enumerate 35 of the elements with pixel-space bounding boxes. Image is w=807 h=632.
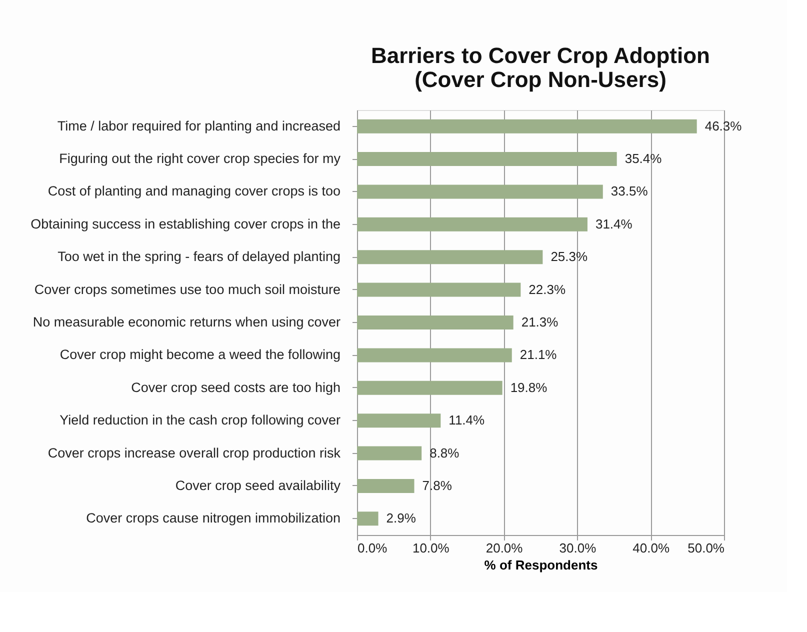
y-tick-label: Cover crops cause nitrogen immobilization [86, 510, 340, 526]
y-tick-label: Cover crops sometimes use too much soil moisture [34, 282, 340, 297]
data-label: 25.3% [550, 249, 588, 264]
y-tick-label: Cover crop seed costs are too high [131, 380, 340, 395]
data-label: 21.3% [521, 314, 559, 330]
data-label: 8.8% [430, 445, 460, 460]
data-label: 11.4% [448, 412, 486, 428]
y-tick-label: Cover crops increase overall crop production risk [48, 445, 341, 460]
x-tick-label: 30.0% [559, 540, 597, 556]
x-tick-label: 50.0% [688, 540, 725, 556]
data-label: 46.3% [704, 118, 742, 134]
y-tick-label: Cost of planting and managing cover crops is too [48, 184, 340, 199]
y-tick-label: Cover crop might become a weed the following [60, 347, 340, 362]
data-label: 33.5% [610, 184, 648, 199]
x-tick-label: 10.0% [412, 540, 450, 556]
y-tick-label: No measurable economic returns when using cover [32, 314, 341, 330]
text: Barriers to Cover Crop Adoption [371, 43, 710, 68]
x-tick-label: 20.0% [486, 540, 524, 556]
y-tick-label: Cover crop seed availability [175, 478, 341, 493]
x-axis-title: % of Respondents [484, 558, 598, 572]
data-label: 2.9% [386, 510, 416, 526]
data-label: 22.3% [528, 282, 566, 297]
y-tick-label: Too wet in the spring - fears of delayed planting [58, 249, 340, 264]
data-label: 19.8% [510, 380, 548, 395]
data-label: 31.4% [595, 216, 633, 232]
x-tick-label: 0.0% [358, 540, 388, 556]
data-label: 7.8% [422, 478, 452, 493]
y-tick-label: Time / labor required for planting and increased [57, 118, 340, 134]
data-label: 21.1% [520, 347, 558, 362]
y-tick-label: Yield reduction in the cash crop following cover [60, 412, 341, 428]
x-tick-label: 40.0% [632, 540, 670, 556]
y-tick-label: Obtaining success in establishing cover crops in the [30, 216, 340, 232]
data-label: 35.4% [624, 151, 662, 166]
text: (Cover Crop Non-Users) [414, 67, 666, 92]
y-tick-label: Figuring out the right cover crop species for my [59, 151, 341, 166]
